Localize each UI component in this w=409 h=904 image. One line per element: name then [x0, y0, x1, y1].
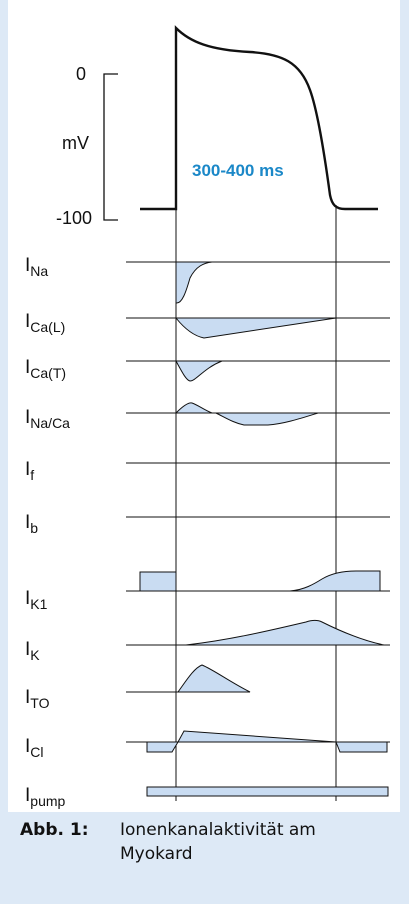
mv-scale-bracket — [103, 73, 118, 221]
current-label-ca-l: ICa(L) — [25, 311, 66, 335]
current-label-na-ca: INa/Ca — [25, 407, 70, 431]
ap-axis-bottom-label: -100 — [56, 208, 93, 228]
trace-cl-late — [335, 741, 388, 753]
current-label-to: ITO — [25, 687, 50, 711]
current-label-f: If — [25, 459, 35, 483]
ap-axis-top-label: 0 — [76, 64, 87, 84]
trace-na-ca-out — [174, 402, 213, 414]
caption-text: Ionenkanalaktivität am Myokard — [120, 820, 316, 864]
action-potential-curve — [140, 25, 378, 211]
ap-axis-unit-label: mV — [62, 133, 89, 153]
current-label-cl: ICl — [25, 736, 44, 760]
current-label-k: IK — [25, 639, 40, 663]
current-label-pump: Ipump — [25, 785, 66, 809]
trace-k1-late — [289, 570, 381, 592]
current-label-na: INa — [25, 255, 49, 279]
trace-na — [175, 261, 213, 304]
caption-number: Abb. 1: — [20, 820, 89, 840]
trace-cl-plateau — [177, 730, 337, 743]
trace-ca-l — [174, 317, 337, 339]
trace-cl-rest — [146, 741, 179, 753]
trace-k — [185, 620, 385, 646]
ap-duration-label: 300-400 ms — [192, 161, 284, 180]
trace-k1-rest — [139, 571, 177, 592]
trace-pump — [146, 786, 389, 797]
trace-ca-t — [175, 360, 223, 382]
current-label-ca-t: ICa(T) — [25, 357, 67, 381]
trace-to — [177, 664, 251, 693]
trace-na-ca-in — [215, 412, 319, 426]
current-label-k1: IK1 — [25, 588, 48, 612]
current-label-b: Ib — [25, 512, 39, 536]
